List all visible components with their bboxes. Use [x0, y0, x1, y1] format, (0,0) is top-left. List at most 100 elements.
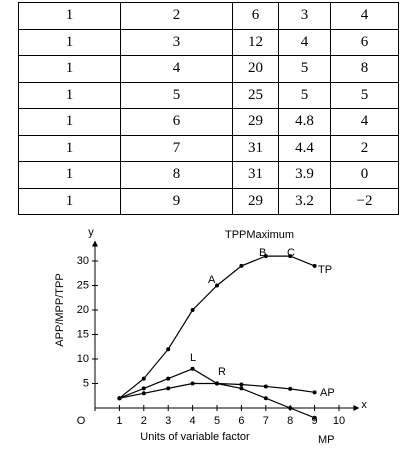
point: [239, 382, 244, 387]
table-row: 1 6 29 4.8 4: [18, 108, 399, 136]
series-name: TP: [318, 264, 332, 276]
table-row: 1 4 20 5 8: [18, 55, 399, 83]
x-tick-label: 8: [287, 415, 293, 427]
table-cell: 12: [232, 28, 279, 56]
table-cell: 4: [120, 55, 233, 83]
y-tick-label: 30: [77, 255, 89, 267]
table-cell: 8: [120, 161, 233, 189]
table-cell: 1: [18, 187, 121, 215]
table-row: 1 5 25 5 5: [18, 81, 399, 109]
annotation: L: [190, 352, 196, 364]
point: [263, 396, 268, 401]
x-tick-label: 3: [165, 415, 171, 427]
y-tick-label: 10: [77, 353, 89, 365]
y-axis-name: y: [88, 226, 94, 238]
x-tick-label: 4: [190, 415, 196, 427]
series-line: [119, 382, 315, 399]
x-arrow: [353, 405, 360, 411]
table-cell: 8: [330, 55, 399, 83]
point: [288, 406, 293, 410]
annotation: TPPMaximum: [225, 229, 294, 241]
table-row: 1 3 12 4 6: [18, 28, 399, 56]
table-cell: 4.4: [278, 134, 331, 162]
annotation: C: [287, 247, 295, 259]
point: [312, 415, 317, 420]
point: [190, 366, 195, 371]
table-cell: 4: [278, 28, 331, 56]
point: [166, 386, 171, 391]
table-cell: 1: [18, 134, 121, 162]
table-body: 1 2 6 3 4 1 3 12 4 6 1 4 20 5 8 1 5 25 5 5 1 6 29 4.8 4 1 7 31 4.4 2 1…: [18, 2, 399, 215]
series-name: MP: [318, 434, 335, 446]
point: [117, 396, 122, 401]
table-cell: 3: [278, 2, 331, 30]
x-tick-label: 7: [263, 415, 269, 427]
point: [263, 384, 268, 389]
chart: x y O 1 2 3 4 5 6 7 8 9 10 5 10 15 20 25 30 Units of variab…: [54, 226, 367, 446]
series-line: [119, 255, 315, 399]
annotation: B: [259, 247, 266, 259]
y-arrow: [92, 240, 98, 247]
table-cell: 31: [232, 134, 279, 162]
table-cell: 1: [18, 161, 121, 189]
table-cell: 1: [18, 2, 121, 30]
point: [190, 381, 195, 386]
point: [166, 376, 171, 381]
point: [215, 381, 219, 386]
table-cell: 5: [330, 81, 399, 109]
table-cell: 3: [120, 28, 233, 56]
annotation: A: [208, 274, 216, 286]
point: [166, 347, 171, 352]
point: [141, 376, 146, 381]
point: [141, 391, 146, 396]
x-tick-label: 9: [312, 415, 318, 427]
table-row: 1 8 31 3.9 0: [18, 161, 399, 189]
table-cell: 0: [330, 161, 399, 189]
x-tick-label: 2: [141, 415, 147, 427]
table-cell: 1: [18, 28, 121, 56]
point: [239, 386, 244, 391]
table-cell: 5: [278, 81, 331, 109]
y-axis-label: APP/MPP/TPP: [54, 273, 66, 346]
y-tick-label: 15: [77, 328, 89, 340]
table-cell: 3.9: [278, 161, 331, 189]
y-tick-label: 5: [83, 377, 89, 389]
table-cell: 1: [18, 55, 121, 83]
table-cell: 31: [232, 161, 279, 189]
x-axis-name: x: [361, 399, 367, 411]
y-tick-label: 20: [77, 304, 89, 316]
data-table: 1 2 6 3 4 1 3 12 4 6 1 4 20 5 8 1 5 25 5 5 1 6 29 4.8 4 1 7 31 4.4 2 1…: [18, 2, 399, 215]
table-cell: 3.2: [278, 187, 331, 215]
table-cell: 1: [18, 108, 121, 136]
table-cell: 25: [232, 81, 279, 109]
table-cell: 2: [330, 134, 399, 162]
table-cell: 6: [120, 108, 233, 136]
table-cell: 29: [232, 108, 279, 136]
table-cell: −2: [330, 187, 399, 215]
annotation: R: [218, 366, 226, 378]
table-cell: 29: [232, 187, 279, 215]
series-name: AP: [320, 387, 335, 399]
point: [190, 308, 195, 312]
table-cell: 4: [330, 2, 399, 30]
point: [263, 254, 268, 259]
table-cell: 9: [120, 187, 233, 215]
table-cell: 5: [120, 81, 233, 109]
table-cell: 7: [120, 134, 233, 162]
y-tick-label: 25: [77, 279, 89, 291]
point: [239, 263, 244, 268]
table-cell: 6: [330, 28, 399, 56]
point: [141, 386, 146, 391]
table-row: 1 7 31 4.4 2: [18, 134, 399, 162]
x-axis-label: Units of variable factor: [140, 431, 250, 443]
x-tick-label: 6: [238, 415, 244, 427]
table-row: 1 9 29 3.2 −2: [18, 187, 399, 215]
table-cell: 4: [330, 108, 399, 136]
x-tick-label: O: [77, 415, 86, 427]
point: [312, 390, 317, 395]
x-tick-label: 1: [116, 415, 122, 427]
table-cell: 20: [232, 55, 279, 83]
table-cell: 4.8: [278, 108, 331, 136]
